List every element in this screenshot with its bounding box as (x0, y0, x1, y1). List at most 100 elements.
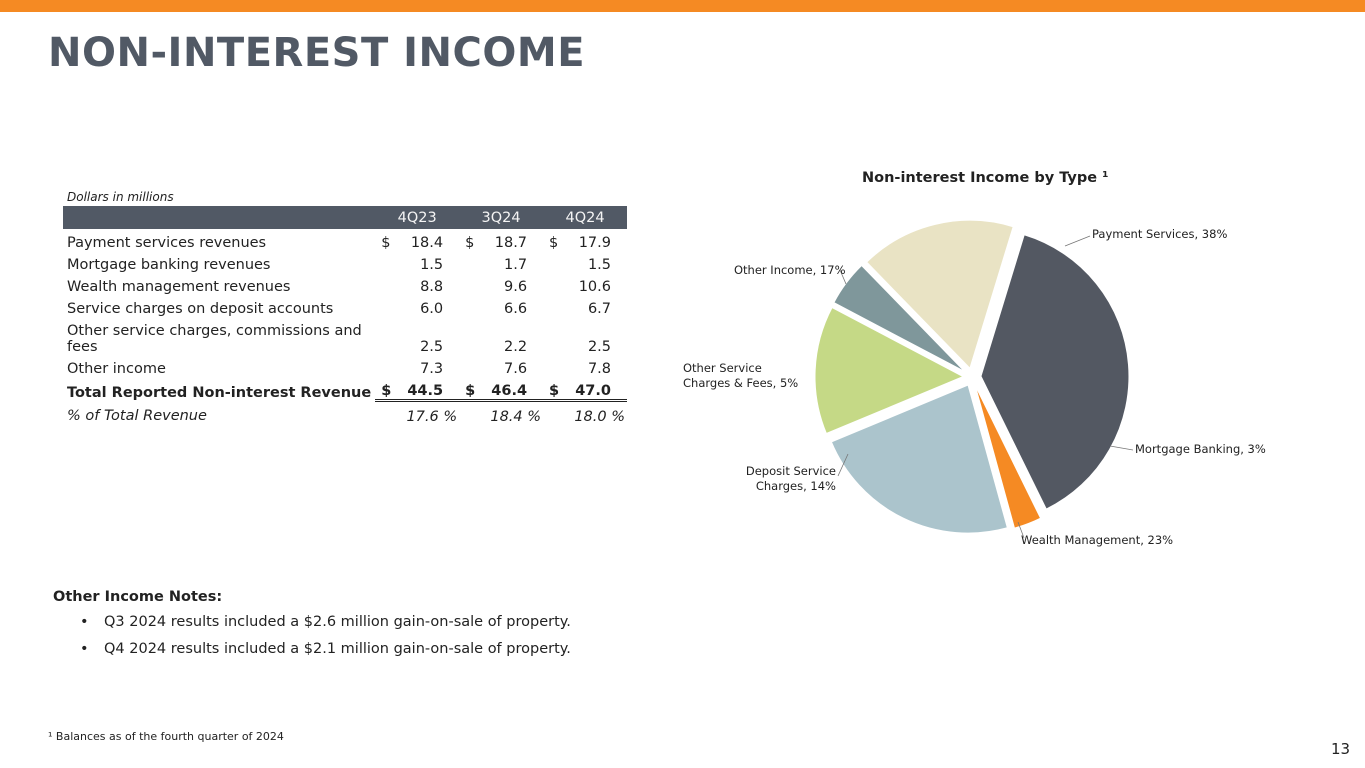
pie-slice-mortgage-banking (974, 385, 1042, 529)
row-label: Mortgage banking revenues (67, 257, 271, 273)
footnote: ¹ Balances as of the fourth quarter of 2… (48, 730, 284, 743)
cell-value: 9.6 (503, 279, 528, 295)
total-value: 47.0 (564, 377, 627, 402)
cell-value: 6.0 (420, 301, 444, 317)
pct-value: 17.6 % (406, 409, 458, 425)
currency-symbol: $ (465, 235, 475, 251)
notes-title: Other Income Notes: (53, 589, 223, 605)
currency-symbol (375, 251, 397, 273)
cell-value: 2.5 (587, 339, 611, 355)
leader-line (837, 453, 849, 477)
currency-symbol (375, 295, 397, 317)
row-label: Other service charges, commissions and f… (67, 323, 362, 355)
currency-symbol: $ (543, 377, 565, 402)
row-label: Other income (67, 361, 166, 377)
cell-value: 7.8 (587, 361, 611, 377)
currency-symbol (459, 273, 481, 295)
table-header-row: 4Q23 3Q24 4Q24 (63, 206, 627, 229)
pct-row: % of Total Revenue 17.6 % 18.4 % 18.0 % (63, 401, 627, 433)
cell-value: 17.9 (578, 235, 611, 251)
bullet-icon: • (80, 641, 89, 657)
pie-slice-wealth-management (830, 384, 1008, 534)
currency-symbol (543, 273, 565, 295)
slice-label: Mortgage Banking, 3% (1135, 442, 1266, 456)
leader-line (1064, 235, 1091, 247)
header-blank (63, 206, 376, 229)
column-header: 4Q23 (375, 206, 460, 229)
list-item: • Q3 2024 results included a $2.6 millio… (80, 614, 571, 641)
currency-symbol (543, 355, 565, 377)
slice-label: Charges & Fees, 5% (683, 376, 798, 390)
currency-symbol (459, 251, 481, 273)
page-number: 13 (1331, 740, 1351, 758)
currency-symbol (375, 355, 397, 377)
pie-slice-other-income (865, 219, 1014, 370)
currency-symbol (375, 317, 397, 355)
list-item: • Q4 2024 results included a $2.1 millio… (80, 641, 571, 668)
pie-slice-other-service-charges-fees (833, 264, 966, 373)
pie-slice-deposit-service-charges (814, 306, 965, 435)
slice-label: Charges, 14% (756, 479, 836, 493)
currency-symbol (375, 273, 397, 295)
income-table: 4Q23 3Q24 4Q24 Payment services revenues… (63, 206, 627, 432)
slice-label: Other Income, 17% (734, 263, 846, 277)
currency-symbol: $ (375, 377, 397, 402)
cell-value: 2.5 (420, 339, 444, 355)
cell-value: 8.8 (420, 279, 444, 295)
slice-label: Other Service (683, 361, 762, 375)
slice-label: Payment Services, 38% (1092, 227, 1227, 241)
cell-value: 1.7 (503, 257, 528, 273)
column-header: 4Q24 (543, 206, 627, 229)
total-value: 44.5 (396, 377, 460, 402)
leader-line (1109, 445, 1134, 451)
table-row: Mortgage banking revenues 1.5 1.7 1.5 (63, 251, 627, 273)
cell-value: 2.2 (503, 339, 528, 355)
currency-symbol (459, 317, 481, 355)
pct-value: 18.0 % (574, 409, 625, 425)
row-label: Service charges on deposit accounts (67, 301, 334, 317)
total-value: 46.4 (480, 377, 544, 402)
chart-title: Non-interest Income by Type ¹ (862, 170, 1109, 186)
slice-label: Deposit Service (746, 464, 836, 478)
currency-symbol (543, 295, 565, 317)
units-note: Dollars in millions (67, 190, 174, 204)
currency-symbol: $ (459, 377, 481, 402)
cell-value: 7.3 (420, 361, 444, 377)
leader-line (839, 269, 847, 285)
currency-symbol (543, 317, 565, 355)
table-row: Payment services revenues $ 18.4 $ 18.7 … (63, 229, 627, 251)
cell-value: 6.6 (503, 301, 528, 317)
table-row: Wealth management revenues 8.8 9.6 10.6 (63, 273, 627, 295)
pct-value: 18.4 % (490, 409, 542, 425)
column-header: 3Q24 (459, 206, 544, 229)
currency-symbol (543, 251, 565, 273)
cell-value: 18.7 (494, 235, 528, 251)
total-row: Total Reported Non-interest Revenue $ 44… (63, 377, 627, 402)
cell-value: 10.6 (578, 279, 611, 295)
pie-slice-payment-services (980, 234, 1130, 510)
currency-symbol (459, 295, 481, 317)
cell-value: 1.5 (587, 257, 611, 273)
row-label: Payment services revenues (67, 235, 267, 251)
leader-line (1017, 521, 1025, 539)
note-text: Q3 2024 results included a $2.6 million … (104, 614, 571, 630)
top-accent-bar (0, 0, 1365, 12)
note-text: Q4 2024 results included a $2.1 million … (104, 641, 571, 657)
page-title: NON-INTEREST INCOME (48, 30, 586, 76)
pie-chart: Payment Services, 38% Mortgage Banking, 3… (683, 219, 1266, 547)
notes-list: • Q3 2024 results included a $2.6 millio… (80, 614, 571, 668)
table-row: Other income 7.3 7.6 7.8 (63, 355, 627, 377)
total-label: Total Reported Non-interest Revenue (67, 384, 372, 401)
table-row: Service charges on deposit accounts 6.0 … (63, 295, 627, 317)
cell-value: 7.6 (503, 361, 528, 377)
row-label: Wealth management revenues (67, 279, 291, 295)
currency-symbol: $ (381, 235, 391, 251)
currency-symbol (459, 355, 481, 377)
currency-symbol: $ (549, 235, 559, 251)
bullet-icon: • (80, 614, 89, 630)
slice-label: Wealth Management, 23% (1021, 533, 1173, 547)
pct-label: % of Total Revenue (67, 408, 207, 425)
table-row: Other service charges, commissions and f… (63, 317, 627, 355)
cell-value: 6.7 (587, 301, 611, 317)
cell-value: 18.4 (410, 235, 444, 251)
